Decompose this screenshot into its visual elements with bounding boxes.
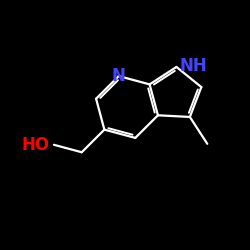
Text: N: N <box>112 67 126 85</box>
Text: NH: NH <box>180 57 207 75</box>
Text: HO: HO <box>22 136 50 154</box>
